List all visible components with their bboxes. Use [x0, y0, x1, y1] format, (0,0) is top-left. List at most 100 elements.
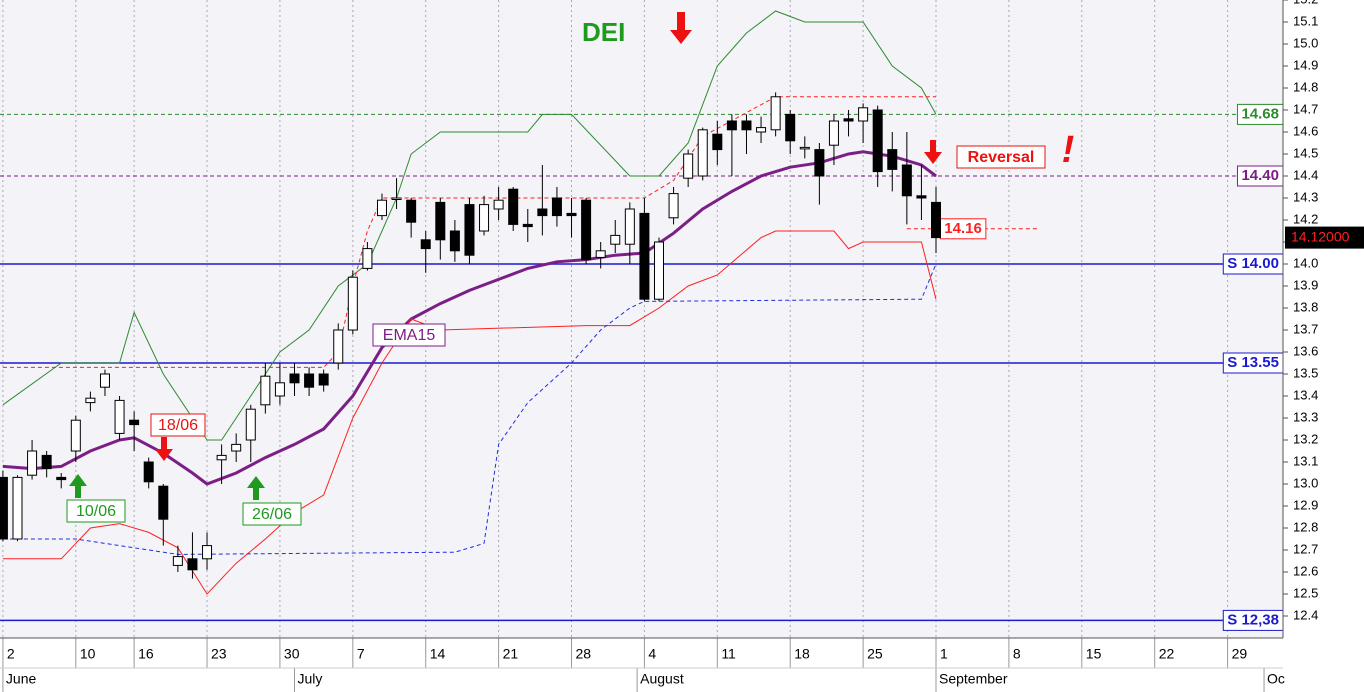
- candle-body: [304, 373, 315, 388]
- y-tick-label: 12.4: [1293, 607, 1318, 622]
- candle-body: [653, 241, 664, 300]
- arrow-up: [247, 476, 265, 500]
- ema-label: EMA15: [383, 327, 436, 344]
- y-tick-label: 13.4: [1293, 387, 1318, 402]
- month-label: August: [640, 671, 684, 687]
- candle-body: [931, 201, 942, 239]
- ema-line: [2, 150, 937, 486]
- candle-body: [814, 149, 825, 177]
- y-tick-label: 13.9: [1293, 277, 1318, 292]
- y-tick-label: 13.6: [1293, 343, 1318, 358]
- x-tick-label: 4: [648, 646, 656, 662]
- candle-body: [712, 133, 723, 151]
- candle-body: [347, 276, 358, 331]
- y-tick-label: 13.3: [1293, 409, 1318, 424]
- y-tick-label: 14.9: [1293, 57, 1318, 72]
- exclamation: !: [1062, 129, 1075, 171]
- y-tick-label: 12.7: [1293, 541, 1318, 556]
- y-tick-label: 14.8: [1293, 79, 1318, 94]
- candle-body: [12, 476, 23, 540]
- date-label: 18/06: [158, 417, 198, 434]
- candle-body: [872, 109, 883, 173]
- y-tick-label: 15.2: [1293, 0, 1318, 6]
- x-tick-label: 11: [721, 646, 736, 662]
- y-tick-label: 14.7: [1293, 101, 1318, 116]
- y-tick-label: 13.5: [1293, 365, 1318, 380]
- axis-background: [1283, 0, 1364, 692]
- level-label: S 14.00: [1227, 255, 1279, 272]
- candle-body: [770, 96, 781, 131]
- y-tick-label: 13.0: [1293, 475, 1318, 490]
- candle-body: [479, 204, 490, 232]
- x-tick-label: 18: [794, 646, 810, 662]
- candle-body: [114, 399, 125, 434]
- candle-body: [843, 118, 854, 122]
- y-tick-label: 13.8: [1293, 299, 1318, 314]
- candle-body: [683, 153, 694, 179]
- candle-body: [289, 373, 300, 384]
- candle-body: [172, 556, 183, 566]
- candle-body: [522, 223, 533, 228]
- annotation-box: [372, 323, 446, 347]
- y-tick-label: 13.2: [1293, 431, 1318, 446]
- y-tick-label: 14.0: [1293, 255, 1318, 270]
- candle-body: [245, 408, 256, 441]
- candle-body: [799, 146, 810, 150]
- y-tick-label: 14.2: [1293, 211, 1318, 226]
- candle-body: [216, 454, 227, 461]
- candle-body: [624, 208, 635, 245]
- candle-body: [318, 373, 329, 386]
- arrow-down: [155, 437, 173, 461]
- arrow-down: [670, 12, 692, 44]
- x-tick-label: 23: [211, 646, 227, 662]
- reversal-label: Reversal: [968, 149, 1035, 166]
- x-tick-label: 21: [503, 646, 519, 662]
- arrow-up: [69, 474, 87, 498]
- level-label: 14.40: [1241, 167, 1279, 184]
- candle-body: [56, 476, 67, 481]
- x-tick-label: 22: [1159, 646, 1175, 662]
- y-tick-label: 14.6: [1293, 123, 1318, 138]
- candle-body: [887, 149, 898, 170]
- month-label: Oc: [1267, 671, 1285, 687]
- candle-body: [508, 188, 519, 225]
- level-label: S 13.55: [1227, 354, 1279, 371]
- candle-body: [420, 239, 431, 250]
- candle-body: [493, 199, 504, 210]
- candle-body: [0, 476, 8, 540]
- x-tick-label: 10: [80, 646, 96, 662]
- y-tick-label: 12.6: [1293, 563, 1318, 578]
- candle-body: [274, 382, 285, 397]
- level-label: S 12,38: [1227, 611, 1279, 628]
- y-tick-label: 15.0: [1293, 35, 1318, 50]
- month-label: June: [6, 671, 37, 687]
- month-label: September: [939, 671, 1008, 687]
- candle-body: [785, 113, 796, 142]
- candle-body: [756, 127, 767, 133]
- price-tag: [1285, 226, 1364, 249]
- candle-body: [858, 107, 869, 122]
- candle-body: [85, 397, 96, 404]
- candle-body: [41, 454, 52, 470]
- candle-body: [391, 197, 402, 200]
- candle-body: [27, 450, 38, 476]
- date-label: 26/06: [252, 506, 292, 523]
- candle-body: [202, 545, 213, 560]
- candle-body: [610, 234, 621, 245]
- y-tick-label: 13.1: [1293, 453, 1318, 468]
- candle-body: [566, 212, 577, 217]
- candle-body: [537, 208, 548, 217]
- candle-body: [668, 193, 679, 219]
- x-tick-label: 16: [138, 646, 154, 662]
- candle-body: [741, 120, 752, 131]
- x-tick-label: 30: [284, 646, 300, 662]
- annotation-box: [956, 145, 1046, 169]
- candle-body: [260, 375, 271, 406]
- candle-body: [376, 199, 387, 217]
- level-label: 14.68: [1241, 105, 1279, 122]
- candle-body: [70, 419, 81, 452]
- candle-body: [158, 485, 169, 520]
- x-tick-label: 14: [430, 646, 446, 662]
- candle-body: [129, 419, 140, 426]
